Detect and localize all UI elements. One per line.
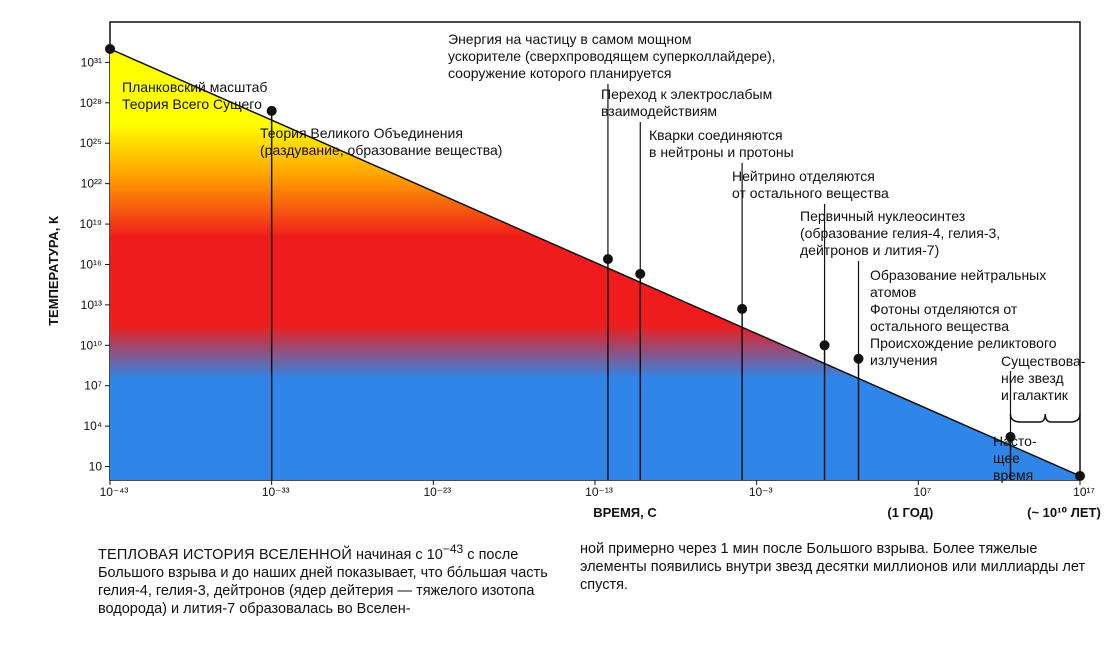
event-point: [266, 105, 277, 116]
event-label: Образование нейтральных атомов Фотоны отде…: [870, 267, 1057, 368]
x-tick-label: 10⁻²³: [423, 485, 451, 499]
event-label: Планковский масштаб Теория Всего Сущего: [122, 79, 267, 112]
chart: Планковский масштаб Теория Всего Сущего Те…: [46, 21, 1101, 520]
y-tick-label: 10¹⁹: [80, 217, 102, 231]
caption-exponent: −43: [442, 542, 464, 556]
event-label: Энергия на частицу в самом мощном ускорит…: [448, 31, 776, 81]
event-marker-group: Планковский масштаб Теория Всего Сущего: [105, 43, 267, 112]
event-marker-group: Нейтрино отделяются от остального веществ…: [732, 168, 889, 480]
caption-text-start: начиная с 10: [351, 546, 443, 563]
x-tick-label: 10⁻⁴³: [100, 485, 129, 499]
event-marker-group: Переход к электрослабым взаимодействиям: [601, 86, 772, 480]
x-tick-label: 10⁻³³: [262, 485, 290, 499]
y-tick-label: 10⁴: [83, 419, 102, 433]
temperature-area: [110, 48, 1080, 481]
caption-left: ТЕПЛОВАЯ ИСТОРИЯ ВСЕЛЕННОЙ начиная с 10−…: [98, 540, 564, 618]
y-tick-label: 10¹³: [81, 298, 102, 312]
x-tick-label: 10⁻¹³: [585, 485, 613, 499]
y-tick-label: 10¹⁰: [80, 338, 102, 352]
event-marker-group: Теория Великого Объединения (раздувание, …: [260, 105, 502, 480]
event-label: Кварки соединяются в нейтроны и протоны: [649, 127, 794, 160]
caption-text-rest: с после Большого взрыва и до наших дней …: [98, 546, 548, 617]
x-tick-label: 10¹⁷: [1073, 485, 1095, 499]
event-marker-group: Энергия на частицу в самом мощном ускорит…: [448, 31, 776, 480]
event-marker-group: Первичный нуклеосинтез (образование гелия…: [800, 208, 1000, 480]
event-marker-group: Образование нейтральных атомов Фотоны отде…: [870, 267, 1057, 480]
y-tick-label: 10²⁵: [80, 136, 102, 150]
y-tick-label: 10⁷: [84, 379, 102, 393]
event-point: [602, 254, 613, 265]
y-axis-label: ТЕМПЕРАТУРА, К: [46, 216, 61, 326]
stars-galaxies-label: Существова-ние звезд и галактик: [1001, 353, 1086, 403]
y-tick-label: 10¹⁶: [80, 257, 102, 271]
caption-right: ной примерно через 1 мин после Большого …: [580, 541, 1086, 593]
event-point: [105, 43, 115, 54]
event-marker-group: Кварки соединяются в нейтроны и протоны: [649, 127, 794, 480]
event-label: Теория Великого Объединения (раздувание, …: [260, 125, 502, 158]
event-label: Переход к электрослабым взаимодействиям: [601, 86, 772, 119]
x-extra-label: (~ 10¹⁰ ЛЕТ): [1027, 505, 1101, 520]
event-label: Насто-щее время: [993, 433, 1037, 483]
y-tick-label: 10³¹: [81, 55, 102, 69]
event-point: [853, 353, 864, 364]
y-tick-label: 10: [89, 460, 103, 474]
event-point: [819, 340, 830, 351]
x-axis-label: ВРЕМЯ, С: [593, 505, 657, 520]
y-tick-label: 10²²: [81, 177, 102, 191]
event-marker-group: Насто-щее время: [993, 433, 1085, 483]
event-point: [1005, 431, 1016, 442]
event-point: [1075, 470, 1085, 481]
y-tick-label: 10²⁸: [80, 96, 102, 110]
stars-galaxies-bracket: [1009, 413, 1081, 423]
caption-heading: ТЕПЛОВАЯ ИСТОРИЯ ВСЕЛЕННОЙ: [98, 546, 352, 563]
x-extra-label: (1 ГОД): [887, 505, 933, 520]
event-label: Первичный нуклеосинтез (образование гелия…: [800, 208, 1000, 258]
x-tick-label: 10⁷: [913, 485, 931, 499]
event-point: [635, 268, 646, 279]
x-tick-label: 10⁻³: [749, 485, 773, 499]
event-point: [737, 303, 748, 314]
event-label: Нейтрино отделяются от остального веществ…: [732, 168, 889, 201]
